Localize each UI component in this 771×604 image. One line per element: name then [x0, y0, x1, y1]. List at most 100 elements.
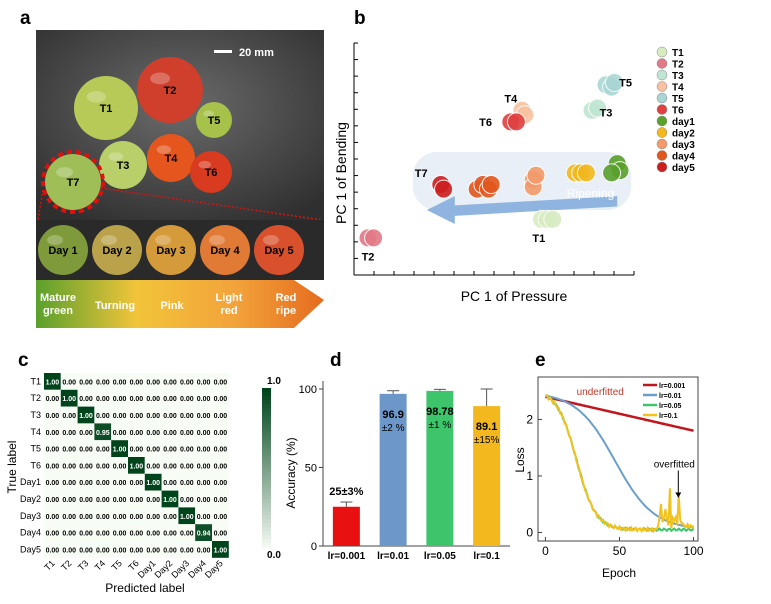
legend-label-T5: T5: [672, 94, 684, 105]
cm-col-tick: Day1: [136, 558, 158, 580]
cm-cell-value: 0.00: [113, 396, 127, 403]
acc-y-tick-label: 0: [311, 541, 317, 553]
cm-cell-value: 1.00: [146, 480, 160, 487]
cm-cell-value: 0.00: [146, 430, 160, 437]
cm-colorbar-segment: [262, 531, 271, 536]
panel-letter-e: e: [535, 350, 546, 371]
legend-label-T2: T2: [672, 60, 684, 71]
loss-x-axis-label: Epoch: [602, 566, 636, 580]
cm-row-tick: T1: [30, 376, 41, 386]
cm-cell-value: 0.00: [197, 480, 211, 487]
cm-cell-value: 0.00: [163, 413, 177, 420]
cm-cell-value: 0.00: [62, 497, 76, 504]
loss-plot-frame: [537, 376, 699, 542]
panel-letter-c: c: [18, 350, 29, 371]
cm-cell: [144, 457, 162, 474]
cm-cell-value: 0.00: [130, 379, 144, 386]
cm-colorbar-segment: [262, 419, 271, 425]
cm-colorbar-segment: [262, 527, 271, 532]
cm-colorbar-segment: [262, 403, 271, 409]
cm-cell-value: 0.00: [146, 514, 160, 521]
cm-cell: [144, 440, 162, 457]
cm-colorbar-segment: [262, 427, 271, 433]
cm-cell: [161, 473, 179, 491]
cm-cell: [77, 473, 95, 491]
tomato-T3: [99, 141, 147, 189]
scatter-point-T6: [506, 112, 526, 132]
scale-bar-label: 20 mm: [239, 47, 274, 59]
cm-cell: [128, 490, 145, 508]
cm-cell-value: 0.00: [197, 379, 211, 386]
cm-cell: [195, 541, 212, 558]
cm-cell-value: 0.00: [79, 430, 93, 437]
scatter-point-day2: [576, 163, 596, 183]
acc-bar-lr=0.001: [332, 506, 360, 546]
cm-cell: [178, 373, 196, 390]
cm-cell-value: 0.00: [180, 497, 194, 504]
cm-cell-value: 0.00: [214, 531, 228, 538]
day-label: Day 3: [156, 245, 185, 257]
day-label: Day 4: [210, 245, 240, 257]
cm-row-tick: T2: [30, 393, 41, 403]
tomato-label-T2: T2: [164, 85, 177, 97]
cm-colorbar-segment: [262, 463, 271, 468]
cm-cell: [94, 541, 112, 558]
day-tomato-highlight: [155, 235, 171, 245]
cm-colorbar-segment: [262, 503, 271, 508]
scatter-point-day4: [481, 175, 501, 195]
scatter-label-T2: T2: [362, 251, 375, 263]
cm-col-tick: Day5: [203, 558, 225, 580]
cm-cell-value: 0.00: [180, 531, 194, 538]
cm-cell: [178, 473, 196, 491]
acc-value-sub-label: ±15%: [474, 435, 500, 446]
cm-cell: [111, 389, 128, 407]
acc-y-axis-label: Accuracy (%): [285, 437, 298, 508]
zoom-line-right: [100, 187, 323, 221]
cm-cell: [161, 541, 179, 558]
cm-col-tick: Day3: [169, 558, 191, 580]
acc-value-label: 98.78: [426, 406, 454, 418]
cm-y-axis-label: True label: [5, 441, 19, 494]
cm-cell: [212, 423, 229, 441]
cm-cell: [178, 524, 196, 541]
cm-cell: [128, 389, 145, 407]
cm-cell-value: 0.00: [163, 480, 177, 487]
tomato-highlight: [150, 72, 170, 85]
loss-line-chart: 0 50 100 0 1 2 lr=0.001 lr=0.01 lr=0.05 lr=0.1 u…: [513, 376, 704, 580]
cm-cell: [195, 440, 212, 457]
cm-cell: [111, 373, 128, 390]
cm-cell: [111, 524, 128, 541]
cm-cell-value: 0.00: [62, 379, 76, 386]
cm-colorbar-segment: [262, 411, 271, 417]
cm-cell: [111, 473, 128, 491]
cm-cell-value: 0.00: [197, 447, 211, 454]
cm-cell: [60, 490, 78, 508]
cm-cell: [161, 373, 179, 390]
day-tomato: [92, 225, 142, 275]
cm-cell-value: 0.00: [46, 531, 60, 538]
cm-cell: [111, 423, 128, 441]
cm-cell-value: 0.00: [163, 531, 177, 538]
cm-cell-value: 0.00: [96, 413, 110, 420]
cm-colorbar-segment: [262, 467, 271, 472]
cm-cell-value: 0.00: [62, 430, 76, 437]
acc-value-label: 25±3%: [329, 486, 363, 498]
cm-colorbar-segment: [262, 507, 271, 512]
cm-cell: [44, 389, 61, 407]
acc-value-sub-label: ±1 %: [429, 420, 452, 431]
cm-cell-value: 0.00: [197, 547, 211, 554]
cm-colorbar-segment: [262, 523, 271, 528]
cm-cell: [44, 440, 61, 457]
cm-cell: [144, 541, 162, 558]
loss-line-lr=0.001: [545, 395, 694, 432]
cm-cell: [212, 507, 229, 525]
cm-row-tick: Day4: [20, 528, 41, 538]
cm-cell: [144, 406, 162, 424]
cm-cell: [212, 406, 229, 424]
scatter-label-T7: T7: [415, 168, 428, 180]
cm-cell-value: 0.00: [214, 396, 228, 403]
cm-cell-value: 0.00: [46, 396, 60, 403]
cm-cell: [128, 457, 145, 474]
cm-colorbar-segment: [262, 491, 271, 496]
cm-col-tick: Day2: [152, 558, 174, 580]
